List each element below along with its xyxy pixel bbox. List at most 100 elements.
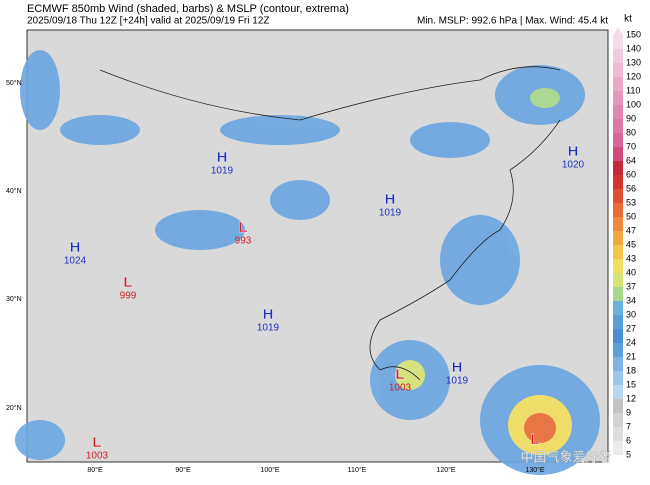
colorbar-segment [613, 147, 623, 161]
colorbar-segment [613, 427, 623, 441]
center-symbol: L [92, 434, 101, 451]
center-pressure: 999 [120, 291, 137, 302]
colorbar-label: 150 [626, 29, 641, 39]
colorbar-segment [613, 203, 623, 217]
colorbar-label: 12 [626, 393, 636, 403]
center-pressure: 1003 [86, 451, 109, 462]
stats: Min. MSLP: 992.6 hPa | Max. Wind: 45.4 k… [417, 16, 608, 27]
center-symbol: H [217, 149, 228, 166]
colorbar-segment [613, 315, 623, 329]
colorbar-segment [613, 77, 623, 91]
colorbar-segment [613, 63, 623, 77]
colorbar-segment [613, 161, 623, 175]
center-pressure: 1019 [257, 323, 280, 334]
colorbar-label: 130 [626, 57, 641, 67]
coastlines [99, 66, 561, 381]
colorbar-label: 21 [626, 351, 636, 361]
colorbar-label: 43 [626, 253, 636, 263]
center-pressure: 993 [235, 236, 252, 247]
colorbar-segment [613, 329, 623, 343]
center-symbol: L [530, 431, 539, 448]
colorbar-segment [613, 385, 623, 399]
colorbar-label: 45 [626, 239, 636, 249]
center-symbol: H [385, 191, 396, 208]
center-pressure: 1019 [211, 166, 234, 177]
colorbar-segment [613, 357, 623, 371]
colorbar-label: 90 [626, 113, 636, 123]
lat-label: 40°N [6, 187, 22, 195]
center-pressure: 1003 [389, 383, 412, 394]
center-symbol: L [123, 274, 132, 291]
center-symbol: L [395, 366, 404, 383]
colorbar-label: 47 [626, 225, 636, 235]
center-pressure: 1019 [379, 208, 402, 219]
title: ECMWF 850mb Wind (shaded, barbs) & MSLP … [27, 3, 349, 15]
center-pressure: 1020 [562, 160, 585, 171]
colorbar-segment [613, 119, 623, 133]
colorbar-segment [613, 343, 623, 357]
center-symbol: H [70, 239, 81, 256]
colorbar-segment [613, 273, 623, 287]
colorbar-label: 120 [626, 71, 641, 81]
colorbar-segment [613, 441, 623, 455]
colorbar-label: 64 [626, 155, 636, 165]
lat-label: 30°N [6, 295, 22, 303]
colorbar-segment [613, 413, 623, 427]
colorbar-segment [613, 287, 623, 301]
colorbar-segment [613, 301, 623, 315]
colorbar-segment [613, 133, 623, 147]
colorbar-label: 70 [626, 141, 636, 151]
center-symbol: H [568, 143, 579, 160]
colorbar-segment [613, 91, 623, 105]
colorbar-label: 9 [626, 407, 631, 417]
lon-label: 90°E [175, 466, 191, 474]
colorbar-segment [613, 371, 623, 385]
colorbar-label: 80 [626, 127, 636, 137]
colorbar-label: 7 [626, 421, 631, 431]
colorbar-label: 50 [626, 211, 636, 221]
lon-label: 110°E [348, 466, 367, 474]
colorbar-segment [613, 399, 623, 413]
colorbar-segment [613, 175, 623, 189]
colorbar-label: 5 [626, 449, 631, 459]
colorbar-label: 60 [626, 169, 636, 179]
lat-label: 50°N [6, 79, 22, 87]
colorbar-label: 30 [626, 309, 636, 319]
lon-label: 80°E [87, 466, 103, 474]
colorbar-segment [613, 245, 623, 259]
colorbar-unit: kt [624, 14, 632, 25]
colorbar-label: 18 [626, 365, 636, 375]
colorbar-arrow [613, 27, 623, 35]
colorbar-label: 40 [626, 267, 636, 277]
watermark: 中国气象爱好者 [520, 449, 611, 464]
colorbar-segment [613, 231, 623, 245]
colorbar-label: 37 [626, 281, 636, 291]
colorbar-label: 140 [626, 43, 641, 53]
colorbar-label: 110 [626, 85, 640, 95]
lat-label: 20°N [6, 404, 22, 412]
lon-label: 100°E [260, 466, 279, 474]
colorbar-label: 15 [626, 379, 636, 389]
center-symbol: L [238, 219, 247, 236]
center-symbol: H [452, 359, 463, 376]
wind-shading [15, 50, 600, 475]
colorbar-segment [613, 189, 623, 203]
center-symbol: H [263, 306, 274, 323]
colorbar-segment [613, 259, 623, 273]
lon-label: 130°E [525, 466, 544, 474]
colorbar-label: 53 [626, 197, 636, 207]
lon-label: 120°E [436, 466, 455, 474]
colorbar-label: 34 [626, 295, 636, 305]
subtitle: 2025/09/18 Thu 12Z [+24h] valid at 2025/… [27, 16, 270, 27]
colorbar-label: 56 [626, 183, 636, 193]
colorbar-segment [613, 35, 623, 49]
colorbar-label: 6 [626, 435, 631, 445]
colorbar-segment [613, 105, 623, 119]
center-pressure: 1019 [446, 376, 469, 387]
colorbar-label: 27 [626, 323, 636, 333]
colorbar-label: 24 [626, 337, 636, 347]
colorbar-segment [613, 217, 623, 231]
colorbar-label: 100 [626, 99, 641, 109]
